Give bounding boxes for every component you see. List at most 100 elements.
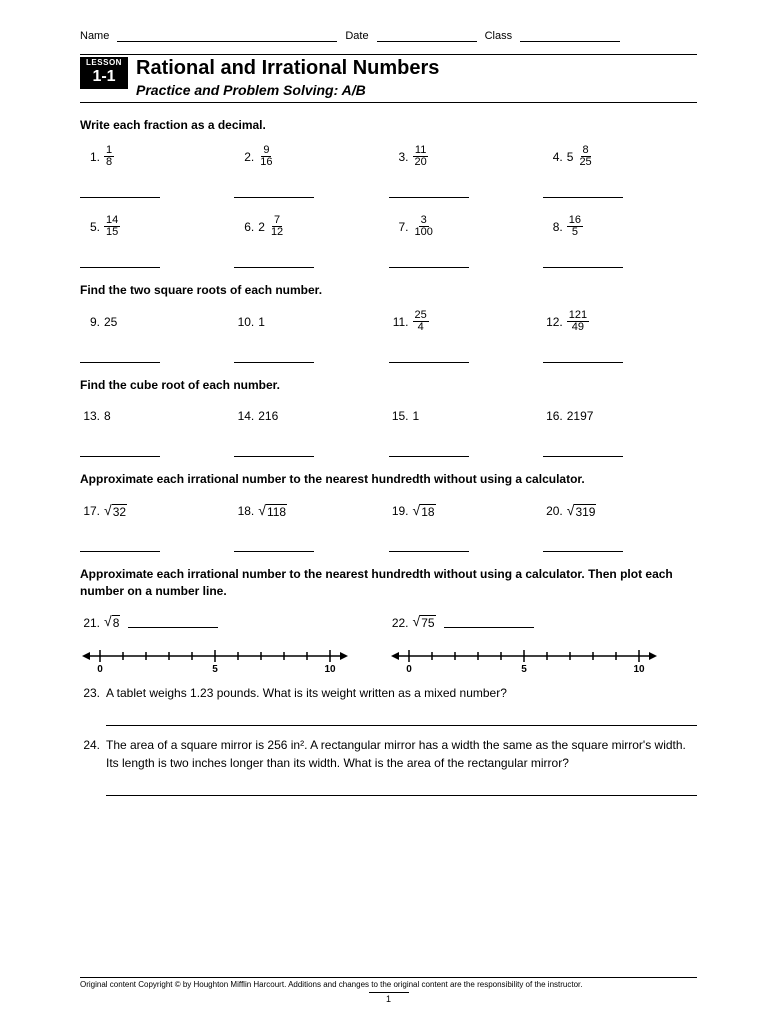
answer-line[interactable] — [128, 618, 218, 628]
whole-number: 2 — [258, 220, 265, 234]
problem-2: 2. 916 — [234, 142, 388, 172]
problem-number: 16. — [543, 409, 563, 423]
answer-line[interactable] — [80, 445, 160, 457]
answer-line[interactable] — [80, 540, 160, 552]
answer-line[interactable] — [234, 186, 314, 198]
answer-line[interactable] — [234, 256, 314, 268]
problem-number: 12. — [543, 315, 563, 329]
answer-line[interactable] — [80, 351, 160, 363]
problem-19: 19. √18 — [389, 496, 543, 526]
answer-line[interactable] — [389, 186, 469, 198]
sqrt-icon: √75 — [413, 615, 436, 630]
sqrt-icon: √319 — [567, 504, 597, 519]
fraction: 18 — [104, 145, 114, 169]
instruction-s2: Find the two square roots of each number… — [80, 282, 697, 299]
problem-number: 2. — [234, 150, 254, 164]
answer-line[interactable] — [389, 256, 469, 268]
problem-number: 1. — [80, 150, 100, 164]
answer-line[interactable] — [80, 186, 160, 198]
number-line: 0 5 10 — [80, 644, 350, 674]
sqrt-icon: √8 — [104, 615, 120, 630]
problem-17: 17. √32 — [80, 496, 234, 526]
answer-line[interactable] — [543, 540, 623, 552]
problem-1: 1. 18 — [80, 142, 234, 172]
sqrt-icon: √32 — [104, 504, 127, 519]
answer-line[interactable] — [234, 540, 314, 552]
instruction-s5: Approximate each irrational number to th… — [80, 566, 697, 600]
whole-number: 5 — [567, 150, 574, 164]
tick-label: 0 — [97, 664, 103, 674]
answer-line[interactable] — [543, 186, 623, 198]
problem-number: 24. — [80, 736, 100, 772]
problem-number: 22. — [389, 616, 409, 630]
problem-4: 4. 5 825 — [543, 142, 697, 172]
problem-number: 17. — [80, 504, 100, 518]
page-subtitle: Practice and Problem Solving: A/B — [136, 82, 439, 98]
tick-label: 10 — [324, 664, 336, 674]
instruction-s3: Find the cube root of each number. — [80, 377, 697, 394]
problem-text: A tablet weighs 1.23 pounds. What is its… — [106, 684, 507, 702]
answer-line[interactable] — [389, 540, 469, 552]
date-label: Date — [345, 30, 368, 42]
problem-8: 8. 165 — [543, 212, 697, 242]
problem-value: 1 — [258, 315, 265, 329]
fraction: 712 — [269, 215, 285, 239]
name-label: Name — [80, 30, 109, 42]
tick-label: 5 — [212, 664, 218, 674]
problem-number: 14. — [234, 409, 254, 423]
problem-21: 21. √8 — [80, 608, 389, 638]
problem-number: 18. — [234, 504, 254, 518]
class-label: Class — [485, 30, 513, 42]
page-title: Rational and Irrational Numbers — [136, 57, 439, 80]
answer-line[interactable] — [543, 256, 623, 268]
problem-10: 10. 1 — [234, 307, 388, 337]
problem-number: 19. — [389, 504, 409, 518]
answer-line-long[interactable] — [106, 782, 697, 796]
problem-5: 5. 1415 — [80, 212, 234, 242]
problem-15: 15. 1 — [389, 401, 543, 431]
title-text: Rational and Irrational Numbers Practice… — [136, 57, 439, 98]
fraction: 3100 — [413, 215, 435, 239]
problem-number: 8. — [543, 220, 563, 234]
name-field-line[interactable] — [117, 30, 337, 42]
problem-value: 8 — [104, 409, 111, 423]
sqrt-icon: √118 — [258, 504, 287, 519]
answer-line[interactable] — [234, 445, 314, 457]
instruction-s1: Write each fraction as a decimal. — [80, 117, 697, 134]
page-number: 1 — [369, 992, 409, 1004]
problem-number: 4. — [543, 150, 563, 164]
problem-number: 20. — [543, 504, 563, 518]
answer-line[interactable] — [389, 445, 469, 457]
problem-number: 6. — [234, 220, 254, 234]
problem-12: 12. 12149 — [543, 307, 697, 337]
tick-label: 10 — [633, 664, 645, 674]
fraction: 825 — [577, 145, 593, 169]
answer-line[interactable] — [444, 618, 534, 628]
answer-line-long[interactable] — [106, 712, 697, 726]
class-field-line[interactable] — [520, 30, 620, 42]
date-field-line[interactable] — [377, 30, 477, 42]
problem-14: 14. 216 — [234, 401, 388, 431]
answer-line[interactable] — [234, 351, 314, 363]
problem-9: 9. 25 — [80, 307, 234, 337]
problem-22: 22. √75 — [389, 608, 698, 638]
answer-line[interactable] — [543, 445, 623, 457]
instruction-s4: Approximate each irrational number to th… — [80, 471, 697, 488]
problem-value: 1 — [413, 409, 420, 423]
problem-6: 6. 2 712 — [234, 212, 388, 242]
problem-number: 11. — [389, 315, 409, 329]
problem-3: 3. 1120 — [389, 142, 543, 172]
answer-line[interactable] — [80, 256, 160, 268]
problem-20: 20. √319 — [543, 496, 697, 526]
answer-line[interactable] — [389, 351, 469, 363]
problem-number: 7. — [389, 220, 409, 234]
problem-number: 5. — [80, 220, 100, 234]
problem-number: 13. — [80, 409, 100, 423]
problem-number: 23. — [80, 684, 100, 702]
problem-11: 11. 254 — [389, 307, 543, 337]
answer-line[interactable] — [543, 351, 623, 363]
fraction: 916 — [258, 145, 274, 169]
footer: Original content Copyright © by Houghton… — [80, 977, 697, 1004]
problem-number: 15. — [389, 409, 409, 423]
problem-number: 10. — [234, 315, 254, 329]
